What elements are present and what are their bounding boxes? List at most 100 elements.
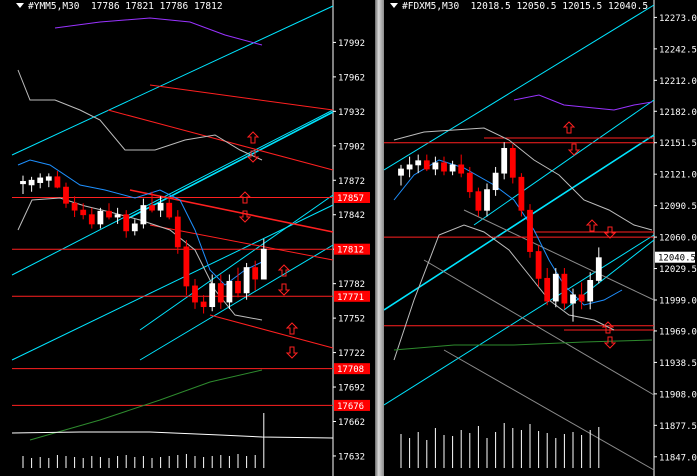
trend-channel-line xyxy=(563,239,655,311)
price-tick-label: 17842 xyxy=(338,211,365,221)
level-label-text: 17708 xyxy=(337,365,364,375)
fdx-close: 12040.5 xyxy=(608,1,649,12)
trend-channel-line xyxy=(11,5,334,156)
trend-channel-line xyxy=(11,204,334,361)
level-label-text: 17812 xyxy=(337,246,364,256)
ym-chart-panel[interactable]: 17992 17962 17932 17902 17872 17842 17812 17782… xyxy=(0,0,375,476)
price-tick-label: 17962 xyxy=(338,73,365,83)
candle-body xyxy=(449,164,456,172)
down-arrow-icon xyxy=(238,210,252,223)
bollinger-lower-band xyxy=(393,224,615,361)
price-tick-label: 11877.5 xyxy=(659,422,697,432)
price-tick-label: 17722 xyxy=(338,349,365,359)
up-arrow-icon xyxy=(238,191,252,204)
candle-body xyxy=(260,248,267,280)
candle-body xyxy=(398,168,404,176)
trend-resistance-line xyxy=(107,109,334,171)
candle-body xyxy=(20,181,26,185)
candle-body xyxy=(45,176,52,181)
price-tick-label: 12151.5 xyxy=(659,139,697,149)
candle-body xyxy=(28,179,35,186)
candle-body xyxy=(441,162,447,172)
price-tick-label: 17992 xyxy=(338,39,365,49)
long-moving-average xyxy=(393,339,653,351)
fast-moving-average xyxy=(17,159,263,286)
candle-body xyxy=(527,209,533,252)
level-label-box xyxy=(334,363,370,375)
fdx-symbol-label: #FDXM5,M30 xyxy=(402,1,460,12)
dropdown-triangle-icon[interactable] xyxy=(390,3,398,8)
fan-line xyxy=(463,209,655,301)
candle-body xyxy=(149,205,155,211)
candle-body xyxy=(492,172,499,191)
candle-body xyxy=(578,294,585,302)
level-label-text: 17771 xyxy=(337,293,364,303)
price-tick-label: 12121.0 xyxy=(659,171,697,181)
up-arrow-icon xyxy=(246,131,260,144)
up-arrow-icon xyxy=(277,264,291,277)
long-moving-average xyxy=(29,369,263,441)
candle-body xyxy=(484,189,490,211)
candle-body xyxy=(97,210,104,225)
price-tick-label: 17782 xyxy=(338,280,365,290)
candle-body xyxy=(114,214,121,218)
level-label-box xyxy=(334,191,370,203)
price-tick-label: 11847.0 xyxy=(659,453,697,463)
ym-low: 17786 xyxy=(159,1,189,12)
candle-body xyxy=(595,257,602,281)
candle-body xyxy=(106,210,112,218)
slow-moving-average xyxy=(513,94,653,111)
trend-resistance-line xyxy=(209,314,334,349)
fdx-chart-canvas[interactable]: 12273.0 12242.5 12212.0 12182.0 12151.5 12121… xyxy=(384,0,697,476)
candle-body xyxy=(552,273,559,302)
candle-body xyxy=(37,177,44,183)
price-tick-label: 12242.5 xyxy=(659,45,697,55)
fdx-chart-title: #FDXM5,M30 12018.5 12050.5 12015.5 12040… xyxy=(390,1,648,12)
price-tick-label: 11938.5 xyxy=(659,359,697,369)
candle-body xyxy=(570,294,576,304)
candle-body xyxy=(252,267,259,280)
candle-body xyxy=(123,214,130,232)
price-tick-label: 17662 xyxy=(338,418,365,428)
bollinger-upper-band xyxy=(17,69,263,161)
trend-channel-line xyxy=(384,134,655,311)
ym-symbol-label: #YMM5,M30 xyxy=(28,1,80,12)
panel-splitter[interactable] xyxy=(375,0,384,476)
price-tick-label: 12029.5 xyxy=(659,265,697,275)
candle-body xyxy=(157,202,164,211)
dropdown-triangle-icon[interactable] xyxy=(16,3,24,8)
candle-body xyxy=(226,280,233,303)
ym-chart-title: #YMM5,M30 17786 17821 17786 17812 xyxy=(16,1,223,12)
candle-body xyxy=(88,214,95,225)
candle-body xyxy=(192,285,198,303)
candle-body xyxy=(131,223,138,232)
current-price-box xyxy=(655,251,695,263)
fan-line xyxy=(423,259,655,396)
trend-channel-line xyxy=(473,99,655,226)
candle-body xyxy=(587,280,594,302)
price-tick-label: 12060.0 xyxy=(659,234,697,244)
down-arrow-icon xyxy=(246,150,260,163)
down-arrow-icon xyxy=(567,143,581,156)
ym-chart-canvas[interactable]: 17992 17962 17932 17902 17872 17842 17812 17782… xyxy=(0,0,375,476)
candle-body xyxy=(535,251,542,279)
fdx-chart-panel[interactable]: 12273.0 12242.5 12212.0 12182.0 12151.5 12121… xyxy=(384,0,697,476)
ym-close: 17812 xyxy=(193,1,223,12)
candle-body xyxy=(415,160,422,166)
candle-body xyxy=(80,209,87,216)
candle-body xyxy=(518,176,525,211)
candle-body xyxy=(475,191,482,211)
candle-body xyxy=(243,267,250,294)
candle-body xyxy=(235,280,241,294)
level-label-text: 17676 xyxy=(337,402,364,412)
candle-body xyxy=(561,273,568,304)
up-arrow-icon xyxy=(585,219,599,232)
down-arrow-icon xyxy=(603,336,617,349)
trend-channel-line xyxy=(139,244,334,361)
volume-average-line xyxy=(11,431,334,439)
level-label-box xyxy=(334,399,370,411)
price-tick-label: 12212.0 xyxy=(659,77,697,87)
price-tick-label: 17752 xyxy=(338,315,365,325)
price-tick-label: 17902 xyxy=(338,142,365,152)
bollinger-upper-band xyxy=(393,127,653,231)
